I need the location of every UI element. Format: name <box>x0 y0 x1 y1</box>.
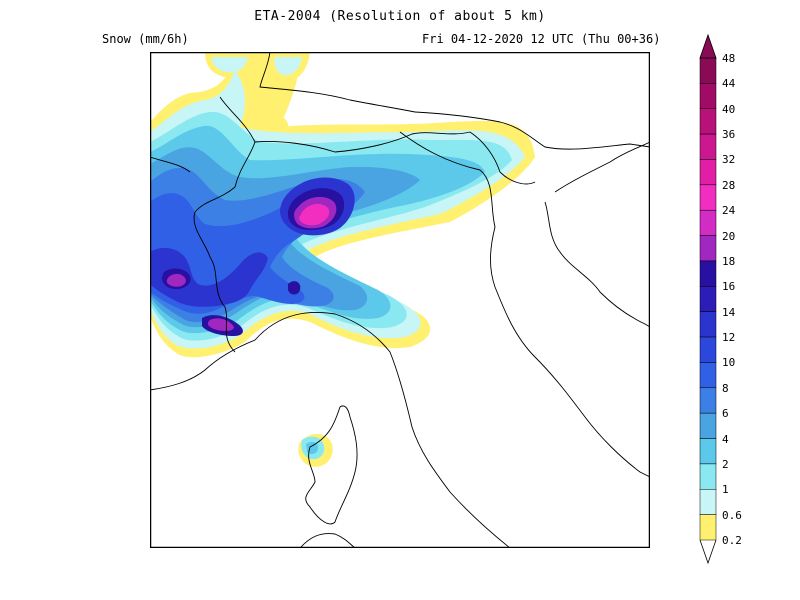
snow-band-0.6 <box>274 57 302 76</box>
map-panel <box>150 52 650 548</box>
chart-title: ETA-2004 (Resolution of about 5 km) <box>254 9 546 24</box>
colorbar-label: 0.6 <box>722 508 742 522</box>
colorbar-cell <box>699 311 717 338</box>
coastline-dalmatia <box>554 141 650 193</box>
colorbar-label: 28 <box>722 178 736 192</box>
colorbar-cell <box>699 489 717 515</box>
colorbar-label: 12 <box>722 331 736 345</box>
colorbar-cell <box>699 209 717 236</box>
border-austria <box>254 131 471 153</box>
parameter-label: Snow (mm/6h) <box>102 32 189 46</box>
border-northeast <box>414 111 650 150</box>
colorbar-label: 2 <box>722 457 729 471</box>
sardinia-outline <box>299 533 356 548</box>
colorbar-cell <box>699 514 717 541</box>
colorbar-cell <box>699 463 717 490</box>
colorbar-label: 20 <box>722 229 736 243</box>
colorbar-cells <box>699 57 717 541</box>
colorbar-cell <box>699 260 717 287</box>
snow-band-20 <box>166 273 186 287</box>
colorbar-cell <box>699 83 717 109</box>
colorbar-label: 24 <box>722 204 736 218</box>
colorbar-cell <box>699 336 717 363</box>
corsica-outline <box>305 405 358 525</box>
border-france-italy <box>209 256 236 353</box>
colorbar-label: 0.2 <box>722 534 742 547</box>
coastline-istria <box>544 201 650 328</box>
colorbar-label: 36 <box>722 128 736 142</box>
valid-time-label: Fri 04-12-2020 12 UTC (Thu 00+36) <box>422 32 661 46</box>
colorbar-cell <box>699 412 717 439</box>
snow-band-20 <box>207 318 234 332</box>
coastline-adriatic <box>399 131 650 478</box>
colorbar-cell <box>699 286 717 312</box>
colorbar-cell <box>699 57 717 84</box>
colorbar-cell <box>699 362 717 389</box>
colorbar-cell <box>699 133 717 160</box>
border-swiss <box>193 96 256 258</box>
border-slovenia <box>469 131 536 185</box>
colorbar-label: 16 <box>722 280 736 294</box>
colorbar-cell <box>699 159 717 186</box>
colorbar-top-tip <box>699 33 717 59</box>
colorbar-label: 1 <box>722 483 729 497</box>
snow-band-0.6 <box>212 57 248 73</box>
colorbar-label: 6 <box>722 407 729 421</box>
colorbar-cell <box>699 438 717 465</box>
colorbar-label: 10 <box>722 356 736 370</box>
colorbar-cell <box>699 387 717 414</box>
colorbar-label: 4 <box>722 432 729 446</box>
colorbar-label: 44 <box>722 77 736 91</box>
colorbar-label: 8 <box>722 381 729 395</box>
colorbar-cell <box>699 235 717 262</box>
snow-band-18 <box>288 281 301 295</box>
colorbar-label: 18 <box>722 254 736 268</box>
colorbar-label: 14 <box>722 305 736 319</box>
colorbar-cell <box>699 184 717 211</box>
colorbar-cell <box>699 108 717 135</box>
snow-band-14 <box>150 247 268 307</box>
border-north <box>259 52 416 113</box>
snow-band-0.2 <box>270 116 289 137</box>
colorbar-bottom-tip <box>699 539 717 565</box>
coastline-west <box>150 312 511 548</box>
colorbar-label: 32 <box>722 153 736 167</box>
snow-band-28 <box>299 203 330 226</box>
colorbar-label: 48 <box>722 52 736 65</box>
coastlines <box>150 52 650 548</box>
border-west <box>150 156 191 173</box>
colorbar <box>699 33 717 565</box>
colorbar-label: 40 <box>722 102 736 116</box>
